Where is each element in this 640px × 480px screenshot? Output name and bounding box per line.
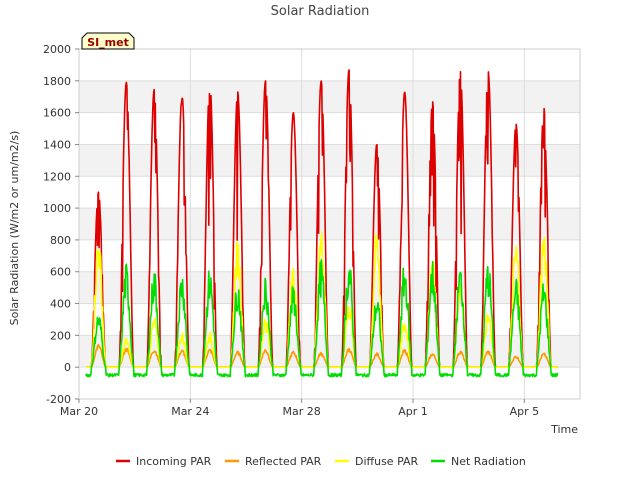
legend: Incoming PAR Reflected PAR Diffuse PAR Net … bbox=[116, 455, 526, 468]
legend-label: Diffuse PAR bbox=[355, 455, 419, 468]
y-axis-ticks: -200 0 200 400 600 800 1000 1200 1400 1600 1800 200… bbox=[43, 43, 79, 406]
site-badge: SI_met bbox=[81, 32, 135, 50]
background-band bbox=[79, 112, 580, 145]
background-band bbox=[79, 335, 580, 368]
series-line-diffuse-par bbox=[85, 231, 558, 368]
y-tick-label: -200 bbox=[46, 393, 71, 406]
y-tick-label: 1600 bbox=[43, 107, 71, 120]
site-badge-label: SI_met bbox=[87, 36, 129, 49]
y-tick-label: 1400 bbox=[43, 138, 71, 151]
y-axis-label: Solar Radiation (W/m2 or um/m2/s) bbox=[8, 131, 21, 326]
y-tick-label: 1800 bbox=[43, 75, 71, 88]
series-layer bbox=[85, 69, 559, 378]
background-band bbox=[79, 208, 580, 240]
plot-frame bbox=[78, 48, 581, 400]
background-bands bbox=[79, 49, 580, 399]
x-axis-ticks: Mar 20 Mar 24 Mar 28 Apr 1 Apr 5 bbox=[60, 399, 539, 418]
background-band bbox=[79, 80, 580, 113]
background-band bbox=[79, 303, 580, 336]
y-tick-label: 800 bbox=[50, 234, 71, 247]
y-tick-label: 400 bbox=[50, 298, 71, 311]
y-tick-label: 0 bbox=[64, 361, 71, 374]
y-tick-label: 600 bbox=[50, 266, 71, 279]
x-tick-label: Apr 5 bbox=[510, 405, 540, 418]
y-tick-label: 200 bbox=[50, 329, 71, 342]
y-tick-label: 2000 bbox=[43, 43, 71, 56]
chart-title: Solar Radiation bbox=[271, 4, 370, 19]
y-tick-label: 1000 bbox=[43, 202, 71, 215]
background-band bbox=[79, 176, 580, 209]
background-band bbox=[79, 49, 580, 81]
background-band bbox=[79, 271, 580, 304]
legend-label: Incoming PAR bbox=[136, 455, 212, 468]
legend-label: Reflected PAR bbox=[245, 455, 322, 468]
x-tick-label: Mar 24 bbox=[171, 405, 209, 418]
site-badge-shape bbox=[81, 32, 135, 50]
legend-label: Net Radiation bbox=[451, 455, 526, 468]
x-tick-label: Mar 28 bbox=[283, 405, 321, 418]
x-tick-label: Apr 1 bbox=[398, 405, 428, 418]
background-band bbox=[79, 239, 580, 272]
background-band bbox=[79, 367, 580, 399]
background-band bbox=[79, 144, 580, 177]
x-axis-label: Time bbox=[550, 423, 578, 436]
y-tick-label: 1200 bbox=[43, 170, 71, 183]
series-line-net-radiation bbox=[85, 259, 559, 378]
x-tick-label: Mar 20 bbox=[60, 405, 98, 418]
